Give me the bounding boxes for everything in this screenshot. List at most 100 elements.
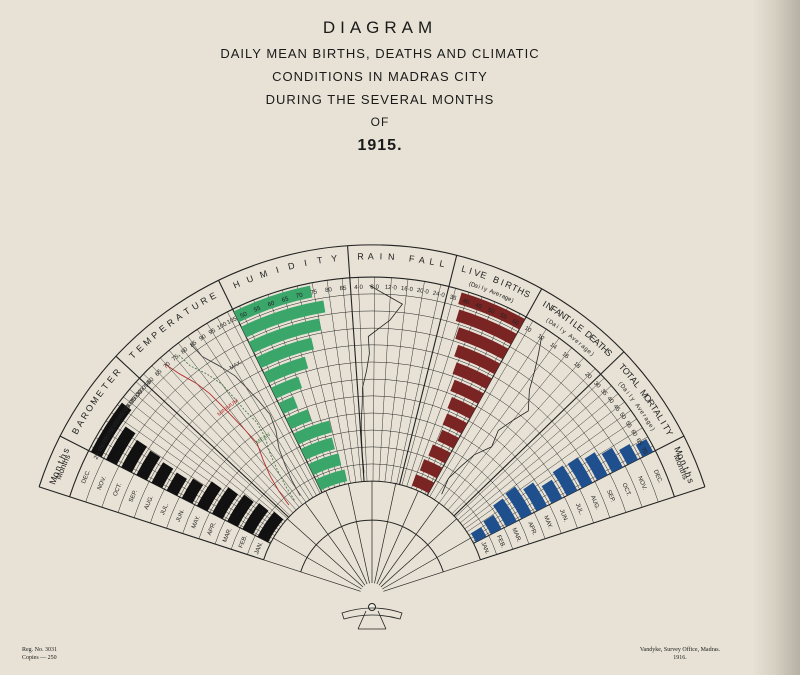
header-months-char-1: o <box>50 470 61 478</box>
month-label-months_right-9: OCT. <box>621 482 632 497</box>
grid-radial-infantile_deaths-1 <box>434 328 547 500</box>
subheader-mortality-char-0: ( <box>617 381 623 386</box>
header-mortality-char-6: M <box>638 388 650 400</box>
header-barometer-char-0: B <box>70 426 82 436</box>
header-months-char-0: M <box>47 475 59 485</box>
header-mortality-char-12: I <box>658 419 668 426</box>
header-barometer-char-2: R <box>79 410 91 421</box>
header-months_right-char-0: M <box>672 445 684 456</box>
header-humidity-char-2: M <box>258 268 268 280</box>
subheader-infantile_deaths-char-11: a <box>579 344 586 351</box>
reg-number: Reg. No. 3031 <box>22 647 57 653</box>
subheader-infantile_deaths-char-5: y <box>561 329 567 336</box>
grid-radial-humidity-7 <box>341 278 362 482</box>
bar-humidity-2 <box>300 437 335 460</box>
header-barometer-char-4: M <box>88 395 100 407</box>
bar-humidity-4 <box>285 409 312 430</box>
subheader-births-char-2: a <box>473 283 479 290</box>
tick-label-births-2: 45 <box>474 303 483 311</box>
month-ring-7 <box>150 361 594 524</box>
header-births-char-9: H <box>516 285 526 297</box>
tick-label-infantile_deaths-1: 12 <box>536 334 545 343</box>
footer-registration: Reg. No. 3031 Copies — 250 <box>22 646 57 662</box>
header-months_right-char-5: s <box>685 477 696 485</box>
grid-radial-temperature-1 <box>151 365 294 513</box>
header-infantile_deaths-char-3: A <box>553 306 564 318</box>
tick-label-mortality-8: 70 <box>639 447 648 456</box>
header-mortality-char-0: T <box>617 362 628 373</box>
header-infantile_deaths-char-10: D <box>583 329 595 341</box>
header-humidity-char-6: T <box>316 255 323 266</box>
grid-radial-births-3 <box>415 301 496 490</box>
month-label-months_right-10: NOV. <box>636 476 647 492</box>
header-mortality-char-3: A <box>628 375 640 386</box>
header-infantile_deaths-char-11: E <box>587 332 598 344</box>
subheader-births-char-13: e <box>506 296 512 303</box>
bar-barometer-1 <box>242 503 269 535</box>
subheader-infantile_deaths-char-13: e <box>585 349 592 356</box>
grid-radial-rainfall-4 <box>390 281 425 483</box>
subheader-mortality-char-1: D <box>619 383 627 391</box>
bar-barometer-2 <box>227 494 254 527</box>
bar-births-0 <box>411 474 435 494</box>
tick-label-humidity-2: 60 <box>267 300 276 308</box>
subheader-infantile_deaths-char-8: v <box>570 336 576 343</box>
chart-subtitle-2: CONDITIONS IN MADRAS CITY <box>272 69 488 84</box>
subheader-mortality-char-12: g <box>645 420 652 426</box>
bar-humidity-6 <box>270 376 303 399</box>
grid-radial-barometer-5 <box>117 404 281 527</box>
tick-label-mortality-1: 35 <box>599 388 608 397</box>
header-infantile_deaths-char-0: I <box>541 299 548 309</box>
chart-year: 1915. <box>357 137 403 154</box>
bar-humidity-7 <box>263 356 309 384</box>
bar-mortality-11 <box>635 438 654 458</box>
bar-births-4 <box>442 413 468 434</box>
header-humidity-char-5: I <box>303 258 307 268</box>
tick-label-infantile_deaths-5: 20 <box>583 372 592 381</box>
header-mortality-char-7: O <box>642 393 654 405</box>
header-rainfall-char-3: N <box>388 252 395 262</box>
bar-barometer-9 <box>121 440 148 473</box>
header-months-char-2: n <box>52 464 63 472</box>
bar-barometer-11 <box>90 402 132 458</box>
sector-boundary-2 <box>115 355 290 518</box>
hub-radial-12 <box>383 559 481 592</box>
grid-radial-infantile_deaths-0 <box>429 320 534 497</box>
month-label-months_right-7: AUG. <box>589 495 600 511</box>
tick-label-births-3: 50 <box>487 307 496 315</box>
bar-births-8 <box>454 344 501 375</box>
hub-radial-1 <box>273 537 362 590</box>
tick-label-temperature-3: 75 <box>171 353 180 362</box>
month-label-months-1: FEB. <box>238 534 249 549</box>
tick-label-temperature-0: 60 <box>147 376 156 385</box>
grid-radial-temperature-7 <box>206 323 314 498</box>
header-mortality-char-4: L <box>632 380 643 390</box>
tick-label-temperature-5: 85 <box>189 340 198 349</box>
header-infantile_deaths-char-15: S <box>603 347 614 358</box>
copies-count: Copies — 250 <box>22 655 57 661</box>
month-ring-6 <box>166 378 578 529</box>
tick-label-mortality-3: 45 <box>612 404 621 413</box>
grid-radial-rainfall-1 <box>372 277 376 482</box>
hub-radial-5 <box>347 483 370 584</box>
subheader-mortality-char-8: v <box>636 406 643 412</box>
month-label-months_right-5: JUN. <box>558 509 569 524</box>
subheader-births-char-14: ) <box>510 298 514 304</box>
header-months_right-char-3: t <box>681 465 691 472</box>
header-rainfall-char-5: F <box>408 253 415 264</box>
bar-barometer-6 <box>166 472 187 496</box>
hub-radial-11 <box>382 537 471 590</box>
tick-label-births-0: 35 <box>449 295 458 303</box>
subheader-births-char-11: a <box>501 294 507 301</box>
tick-label-mortality-5: 55 <box>624 420 633 429</box>
header-humidity-char-7: Y <box>331 253 338 264</box>
bar-humidity-1 <box>308 453 342 476</box>
fan-arc-2 <box>69 276 675 497</box>
hub-radial-3 <box>304 502 366 586</box>
tick-label-temperature-7: 95 <box>208 328 217 337</box>
grid-radial-births-1 <box>406 292 470 487</box>
hub-radial-2 <box>287 518 364 588</box>
bar-humidity-9 <box>248 318 322 353</box>
grid-radial-infantile_deaths-2 <box>438 337 560 504</box>
